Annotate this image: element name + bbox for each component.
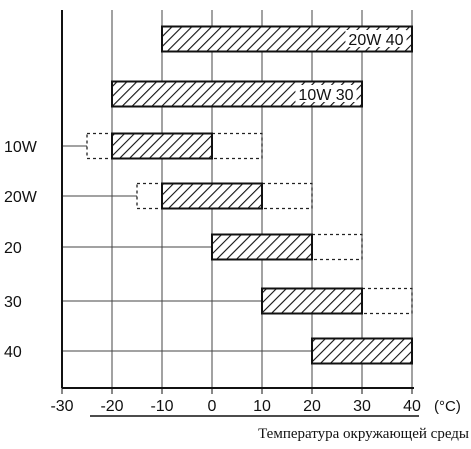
bar-label-background [345,30,407,47]
range-bar [261,287,363,315]
x-tick-label: -20 [100,398,123,415]
x-tick-label: 20 [303,398,321,415]
dashed-extension-left [136,182,163,210]
category-label: 30 [4,294,22,311]
dashed-extension-right [261,182,313,210]
category-labels: 10W 20W 20 30 40 [4,139,38,361]
category-label: 20 [4,240,22,257]
dashed-extension-right [211,132,263,160]
range-bar [111,132,213,160]
bar-label: 20W 40 [348,32,403,49]
range-bar [311,337,413,365]
x-tick-label: 0 [208,398,217,415]
bars: 20W 40 10W 30 [86,25,413,365]
category-label: 40 [4,344,22,361]
dashed-extension-right [361,287,413,315]
x-tick-labels: -30 -20 -10 0 10 20 30 40 [50,398,421,415]
grid-lines [62,10,413,388]
unit-label: (°C) [434,398,461,415]
axes [61,10,419,417]
bar-label: 10W 30 [298,87,353,104]
x-axis-label-text: Температура окружающей среды [258,426,469,442]
category-label: 20W [4,189,38,206]
x-axis-label: Температура окружающей среды [0,426,471,443]
x-tick-label: -30 [50,398,73,415]
dashed-extension-left [86,132,113,160]
range-bar [161,182,263,210]
range-bar [211,233,313,261]
dashed-extension-right [311,233,363,261]
x-tick-label: 40 [403,398,421,415]
x-tick-label: 30 [353,398,371,415]
bar-label-background [295,85,357,102]
x-tick-label: -10 [150,398,173,415]
x-tick-label: 10 [253,398,271,415]
category-label: 10W [4,139,38,156]
